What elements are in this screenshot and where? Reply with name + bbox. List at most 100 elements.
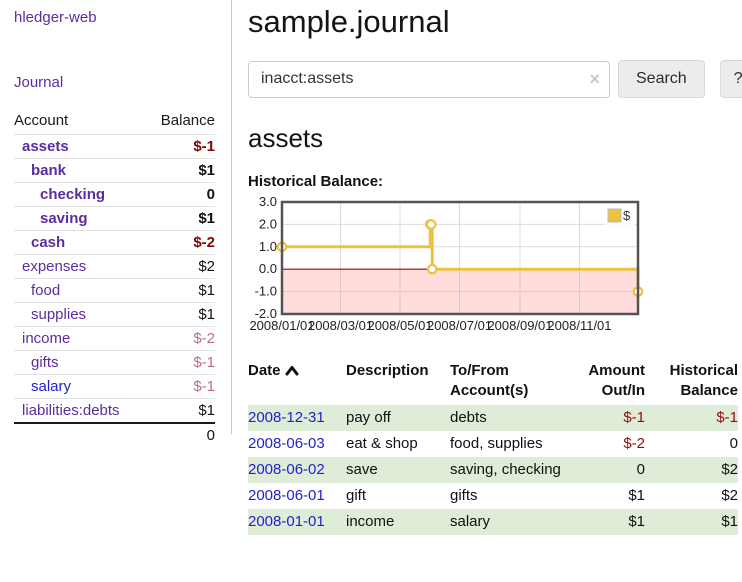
register-header: Date Description To/From Account(s) Amount … [248,360,738,405]
transaction-date-link[interactable]: 2008-01-01 [248,513,325,530]
transaction-date-link[interactable]: 2008-06-01 [248,487,325,504]
main-content: sample.journal × Search ? assets Histori… [232,0,742,535]
accounts-rows: assets $-1 bank $1 checking 0 saving $1 cash $-2 e… [14,134,215,422]
transaction-date-link[interactable]: 2008-06-02 [248,461,325,478]
accounts-table: Account Balance assets $-1 bank $1 checking 0… [14,109,215,447]
register-description-cell: eat & shop [346,435,418,452]
x-axis-tick-label: 2008/09/01 [487,318,552,333]
account-balance: 0 [206,186,215,203]
account-link[interactable]: checking [40,186,106,203]
sidebar-account-row: liabilities:debts $1 [14,398,215,422]
x-axis-tick-label: 2008/01/01 [249,318,314,333]
y-axis-tick-label: 1.0 [259,239,277,254]
sidebar-item-journal[interactable]: Journal [14,74,64,91]
register-amount-cell: 0 [636,461,645,478]
page: hledger-web Journal Account Balance asse… [14,0,742,535]
account-link[interactable]: assets [22,138,69,155]
chart-title: Historical Balance: [248,173,384,190]
account-link[interactable]: gifts [31,354,59,371]
x-axis-tick-label: 2008/03/01 [308,318,373,333]
register-column-header[interactable]: Date [248,360,346,405]
y-axis-tick-label: 2.0 [259,216,277,231]
sidebar-account-row: bank $1 [14,158,215,182]
register-date-cell: 2008-06-01 [248,483,346,509]
register-date-cell: 2008-01-01 [248,509,346,535]
register-row: 2008-06-02 save saving, checking 0 $2 [248,457,738,483]
register-row: 2008-06-01 gift gifts $1 $2 [248,483,738,509]
help-button[interactable]: ? [719,60,742,98]
y-axis-tick-label: 0.0 [259,261,277,276]
accounts-total: 0 [14,422,215,447]
accounts-table-header: Account Balance [14,109,215,134]
register-accounts-cell: salary [450,513,491,530]
register-accounts-cell: debts [450,409,487,426]
sort-ascending-icon [285,366,299,376]
register-description-cell: gift [346,487,367,504]
account-link[interactable]: income [22,330,71,347]
register-column-header[interactable]: Historical Balance [669,362,738,399]
register-balance-cell: $1 [721,513,738,530]
register-amount-cell: $1 [628,487,645,504]
sidebar-account-row: saving $1 [14,206,215,230]
transaction-date-link[interactable]: 2008-06-03 [248,435,325,452]
x-axis-tick-label: 2008/05/01 [367,318,432,333]
account-link[interactable]: food [31,282,61,299]
sidebar-account-row: expenses $2 [14,254,215,278]
register-accounts-cell: gifts [450,487,478,504]
register-description-cell: income [346,513,395,530]
register-description-cell: save [346,461,378,478]
legend-swatch [607,208,622,223]
account-link[interactable]: bank [31,162,67,179]
register-accounts-cell: saving, checking [450,461,561,478]
sidebar-account-row: assets $-1 [14,134,215,158]
account-link[interactable]: liabilities:debts [22,402,120,419]
register-balance-cell: 0 [729,435,738,452]
register-rows: 2008-12-31 pay off debts $-1 $-1 2008-06-03 ea… [248,405,738,535]
account-link[interactable]: cash [31,234,66,251]
register-column-header[interactable]: To/From Account(s) [450,362,529,399]
register-date-cell: 2008-12-31 [248,405,346,431]
register-row: 2008-01-01 income salary $1 $1 [248,509,738,535]
account-link[interactable]: saving [40,210,88,227]
account-balance: $-2 [193,330,215,347]
sidebar-account-row: income $-2 [14,326,215,350]
register-table: Date Description To/From Account(s) Amount … [248,360,738,535]
y-axis-tick-label: 3.0 [259,197,277,209]
account-link[interactable]: supplies [31,306,87,323]
sidebar-account-row: gifts $-1 [14,350,215,374]
y-axis-tick-label: -2.0 [255,306,277,321]
sidebar-account-row: checking 0 [14,182,215,206]
account-balance: $1 [198,402,215,419]
register-column-header[interactable]: Amount Out/In [588,362,645,399]
legend-label: $ [623,208,631,223]
y-axis-tick-label: -1.0 [255,284,277,299]
register-balance-cell: $2 [721,461,738,478]
register-balance-cell: $-1 [716,409,738,426]
sidebar-account-row: food $1 [14,278,215,302]
search-input[interactable] [248,60,610,98]
account-balance: $-1 [193,378,215,395]
account-balance: $1 [198,162,215,179]
transaction-date-link[interactable]: 2008-12-31 [248,409,325,426]
register-amount-cell: $-1 [623,409,645,426]
sidebar-account-row: cash $-2 [14,230,215,254]
account-balance: $1 [198,210,215,227]
register-description-cell: pay off [346,409,391,426]
search-button[interactable]: Search [618,60,705,98]
account-balance: $1 [198,306,215,323]
balance-column-header: Balance [160,112,215,129]
account-link[interactable]: salary [31,378,72,395]
account-balance: $2 [198,258,215,275]
balance-line-chart: $3.0 2.0 1.0 0.0 -1.0 -2.02008/01/012008/03/0… [249,194,644,333]
account-balance: $-2 [193,234,215,251]
search-bar: × Search ? [248,60,742,98]
app-title-link[interactable]: hledger-web [14,9,97,26]
account-link[interactable]: expenses [22,258,87,275]
register-amount-cell: $1 [628,513,645,530]
register-amount-cell: $-2 [623,435,645,452]
sidebar-account-row: salary $-1 [14,374,215,398]
register-date-cell: 2008-06-02 [248,457,346,483]
register-column-header[interactable]: Description [346,362,429,379]
account-column-header: Account [14,112,69,129]
clear-search-icon[interactable]: × [589,68,600,89]
